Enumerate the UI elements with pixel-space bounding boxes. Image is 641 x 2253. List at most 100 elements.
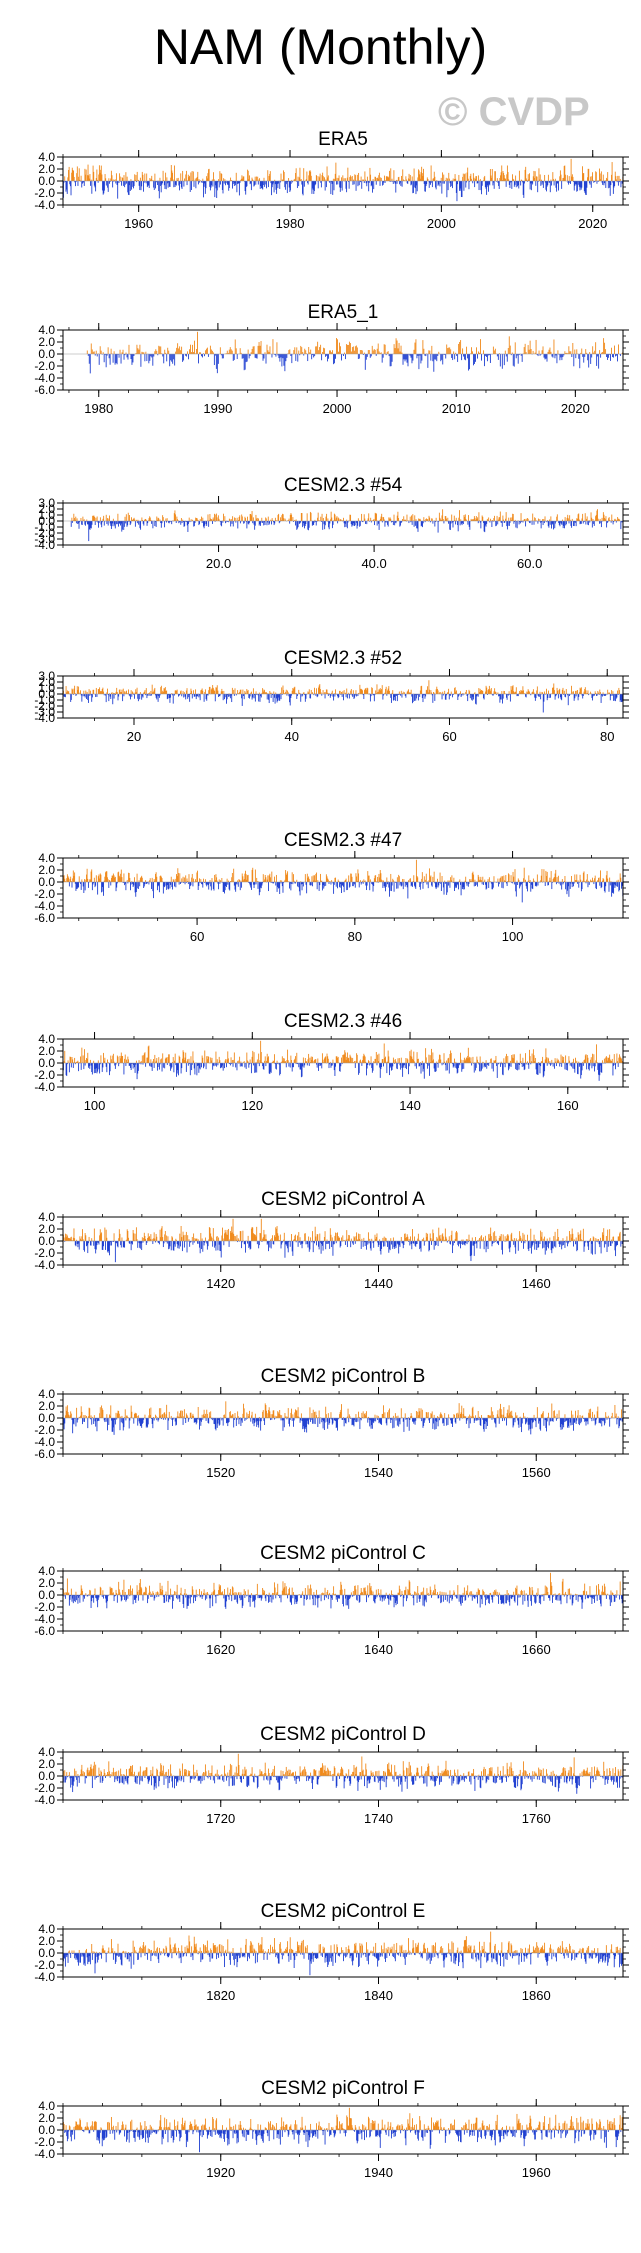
chart-5-bar bbox=[416, 1052, 418, 1063]
chart-3-bar bbox=[294, 686, 296, 694]
chart-1-bar bbox=[244, 354, 246, 370]
chart-0-bar bbox=[124, 181, 126, 185]
chart-4-bar bbox=[104, 876, 106, 882]
chart-3-bar bbox=[304, 694, 306, 702]
chart-2-bar bbox=[116, 521, 118, 525]
chart-0-bar bbox=[301, 181, 303, 185]
chart-2-bar bbox=[331, 517, 333, 521]
chart-0-bar bbox=[571, 176, 573, 181]
chart-4-bar bbox=[180, 882, 182, 883]
chart-2-bar bbox=[181, 521, 183, 524]
chart-3-bar bbox=[229, 694, 231, 697]
chart-3-bar bbox=[602, 692, 604, 694]
chart-0-bar bbox=[452, 181, 453, 189]
chart-5-bar bbox=[137, 1063, 139, 1071]
chart-4-bar bbox=[534, 882, 536, 887]
chart-1-bar bbox=[345, 344, 347, 354]
chart-3-bar bbox=[394, 694, 396, 697]
chart-5-bar bbox=[355, 1060, 357, 1063]
chart-4-bar bbox=[390, 882, 392, 892]
chart-1-bar bbox=[360, 350, 362, 354]
chart-0-bar bbox=[238, 181, 240, 184]
chart-3-bar bbox=[436, 688, 438, 694]
chart-4-bar bbox=[439, 872, 441, 882]
chart-2-bar bbox=[394, 521, 396, 526]
chart-4-bar bbox=[577, 880, 579, 882]
chart-1-bar bbox=[116, 354, 118, 365]
chart-0-bar bbox=[372, 179, 374, 181]
chart-3-bar bbox=[327, 694, 329, 696]
chart-4-bar bbox=[475, 882, 477, 887]
chart-4-bar bbox=[163, 882, 165, 887]
chart-5-bar bbox=[222, 1063, 223, 1066]
chart-1-bar bbox=[487, 354, 489, 356]
chart-5-bar bbox=[151, 1063, 153, 1071]
chart-0-bar bbox=[71, 172, 73, 181]
chart-3-bar bbox=[355, 690, 357, 694]
chart-1-bar bbox=[565, 353, 567, 354]
chart-4-bar bbox=[256, 877, 258, 882]
chart-5-bar bbox=[184, 1057, 186, 1063]
chart-4-bar bbox=[481, 880, 482, 882]
chart-0-bar bbox=[243, 176, 245, 181]
chart-5-bar bbox=[118, 1063, 120, 1067]
chart-3-bar bbox=[619, 690, 620, 694]
chart-2-bar bbox=[119, 521, 121, 524]
chart-0-bar bbox=[108, 178, 110, 181]
chart-3-bar bbox=[461, 693, 463, 694]
chart-0-bar bbox=[385, 180, 387, 181]
chart-5-bar bbox=[226, 1063, 227, 1068]
chart-3-bar bbox=[530, 694, 532, 696]
chart-4-bar bbox=[110, 882, 112, 886]
chart-0-bar bbox=[430, 181, 431, 185]
chart-1-bar bbox=[227, 352, 229, 354]
chart-0-bar bbox=[216, 181, 218, 191]
chart-0-bar bbox=[76, 166, 78, 181]
chart-1-bar bbox=[352, 346, 354, 354]
chart-3-bar bbox=[149, 694, 151, 696]
chart-0-bar bbox=[135, 175, 137, 181]
chart-4-bar bbox=[138, 880, 140, 882]
chart-5-bar bbox=[266, 1060, 267, 1063]
chart-4-bar bbox=[610, 881, 612, 882]
chart-3-bar bbox=[243, 694, 245, 700]
chart-4-ytick-label: 4.0 bbox=[38, 851, 55, 865]
chart-1-bar bbox=[391, 354, 393, 362]
chart-5-bar bbox=[272, 1060, 274, 1063]
chart-2-bar bbox=[484, 521, 486, 533]
chart-4-bar bbox=[358, 873, 360, 882]
chart-3-bar bbox=[87, 694, 89, 703]
chart-1-bar bbox=[379, 353, 381, 354]
chart-2-bar bbox=[588, 519, 590, 521]
chart-3-bar bbox=[285, 689, 287, 694]
chart-1-bar bbox=[551, 354, 553, 357]
chart-0-bar bbox=[235, 181, 237, 186]
chart-1-bar bbox=[402, 354, 404, 365]
chart-0-bar bbox=[506, 165, 508, 181]
chart-2-bar bbox=[508, 521, 510, 526]
chart-2-bar bbox=[407, 520, 409, 521]
chart-3-bar bbox=[279, 692, 281, 694]
chart-4-bar bbox=[557, 882, 559, 883]
chart-2-bar bbox=[459, 521, 461, 526]
chart-4-bar bbox=[595, 882, 597, 889]
chart-2-bar bbox=[295, 521, 296, 526]
chart-4-bar bbox=[427, 882, 429, 889]
chart-4-bar bbox=[446, 882, 448, 893]
chart-2-bar bbox=[243, 521, 245, 524]
chart-2-bar bbox=[337, 521, 339, 524]
chart-0-bar bbox=[453, 178, 455, 181]
chart-4-bar bbox=[563, 881, 565, 882]
chart-3-bar bbox=[175, 690, 177, 694]
chart-4-bar bbox=[394, 882, 396, 883]
chart-3-bar bbox=[455, 691, 457, 694]
chart-3-bar bbox=[256, 694, 258, 695]
chart-3-bar bbox=[562, 687, 564, 694]
chart-2-bar bbox=[514, 521, 516, 522]
chart-3-bar bbox=[185, 690, 187, 694]
chart-1-bar bbox=[102, 352, 104, 354]
chart-5-bar bbox=[400, 1057, 402, 1063]
chart-4-bar bbox=[599, 882, 601, 886]
chart-2-bar bbox=[606, 521, 608, 524]
chart-0-bar bbox=[389, 170, 390, 181]
